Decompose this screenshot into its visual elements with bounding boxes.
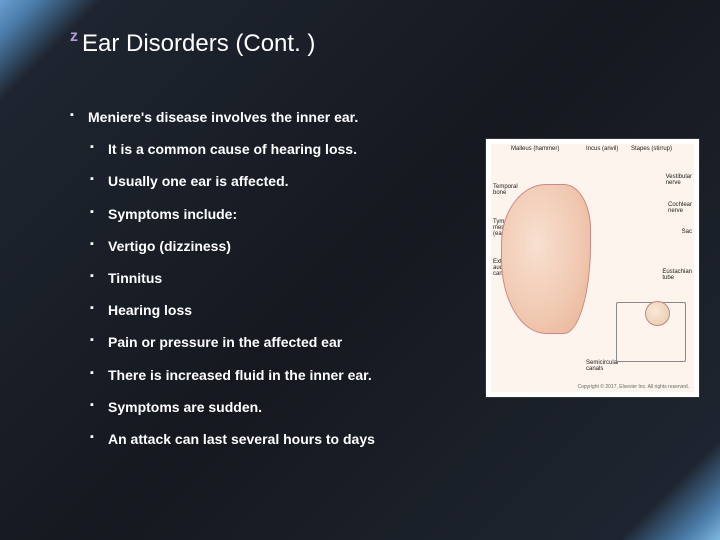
diagram-label: Temporalbone xyxy=(493,184,518,196)
slide: z Ear Disorders (Cont. ) Meniere's disea… xyxy=(0,0,720,540)
diagram-label: Semicircularcanals xyxy=(586,360,619,372)
bullet-after: An attack can last several hours to days xyxy=(90,430,670,448)
content-area: Meniere's disease involves the inner ear… xyxy=(70,108,670,448)
diagram-label: Vestibularnerve xyxy=(666,174,692,186)
bullet-after: Symptoms are sudden. xyxy=(90,398,670,416)
diagram-label: Cochlearnerve xyxy=(668,202,692,214)
diagram-inset xyxy=(616,302,686,362)
diagram-label: Eustachiantube xyxy=(662,269,692,281)
diagram-label: Sac xyxy=(682,229,692,235)
cochlea-icon xyxy=(645,301,670,326)
ear-anatomy-diagram: Malleus (hammer) Incus (anvil) Stapes (s… xyxy=(485,138,700,398)
diagram-copyright: Copyright © 2017, Elsevier Inc. All righ… xyxy=(577,384,689,390)
decorative-z-icon: z xyxy=(70,28,78,46)
title-row: z Ear Disorders (Cont. ) xyxy=(70,30,670,58)
slide-title: Ear Disorders (Cont. ) xyxy=(82,30,315,58)
ear-illustration xyxy=(501,184,591,334)
diagram-label: Malleus (hammer) xyxy=(511,146,559,152)
bullet-main: Meniere's disease involves the inner ear… xyxy=(70,108,670,126)
diagram-label: Stapes (stirrup) xyxy=(631,146,672,152)
diagram-label: Incus (anvil) xyxy=(586,146,618,152)
